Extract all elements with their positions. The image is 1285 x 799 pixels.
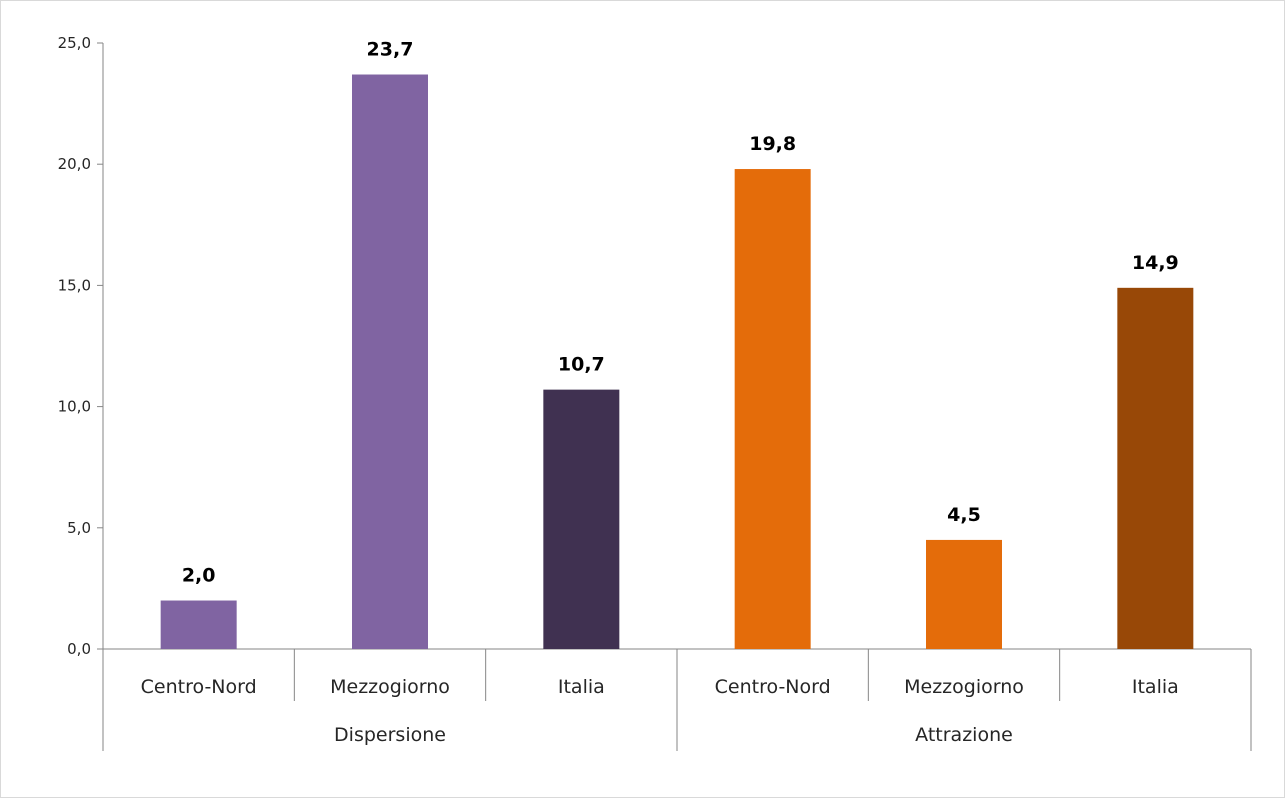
bars bbox=[160, 74, 1194, 649]
bar bbox=[1117, 287, 1194, 649]
data-label: 23,7 bbox=[367, 39, 414, 61]
bar bbox=[352, 74, 428, 649]
x-category-label: Centro-Nord bbox=[141, 676, 257, 698]
y-tick-label: 10,0 bbox=[58, 398, 91, 416]
x-axis-groups: Dispersione Attrazione bbox=[334, 724, 1013, 746]
y-tick-label: 0,0 bbox=[67, 640, 91, 658]
data-label: 2,0 bbox=[182, 565, 216, 587]
x-category-label: Italia bbox=[1132, 676, 1179, 698]
axes bbox=[102, 43, 1252, 751]
x-group-label: Dispersione bbox=[334, 724, 446, 746]
bar bbox=[734, 169, 811, 649]
y-axis-ticks: 0,0 5,0 10,0 15,0 20,0 25,0 bbox=[58, 34, 103, 658]
x-axis-categories: Centro-Nord Mezzogiorno Italia Centro-Nord M… bbox=[141, 676, 1179, 698]
bar bbox=[160, 600, 237, 649]
x-group-label: Attrazione bbox=[915, 724, 1013, 746]
bar bbox=[543, 389, 620, 649]
data-label: 4,5 bbox=[947, 504, 981, 526]
data-label: 14,9 bbox=[1132, 252, 1179, 274]
bar bbox=[926, 539, 1002, 649]
y-tick-label: 20,0 bbox=[58, 155, 91, 173]
x-category-label: Mezzogiorno bbox=[330, 676, 450, 698]
x-category-label: Italia bbox=[558, 676, 605, 698]
y-tick-label: 15,0 bbox=[58, 276, 91, 294]
y-tick-label: 5,0 bbox=[67, 519, 91, 537]
x-category-label: Centro-Nord bbox=[715, 676, 831, 698]
data-labels: 2,0 23,7 10,7 19,8 4,5 14,9 bbox=[182, 39, 1179, 587]
x-category-label: Mezzogiorno bbox=[904, 676, 1024, 698]
data-label: 10,7 bbox=[558, 354, 605, 376]
y-tick-label: 25,0 bbox=[58, 34, 91, 52]
data-label: 19,8 bbox=[749, 133, 796, 155]
